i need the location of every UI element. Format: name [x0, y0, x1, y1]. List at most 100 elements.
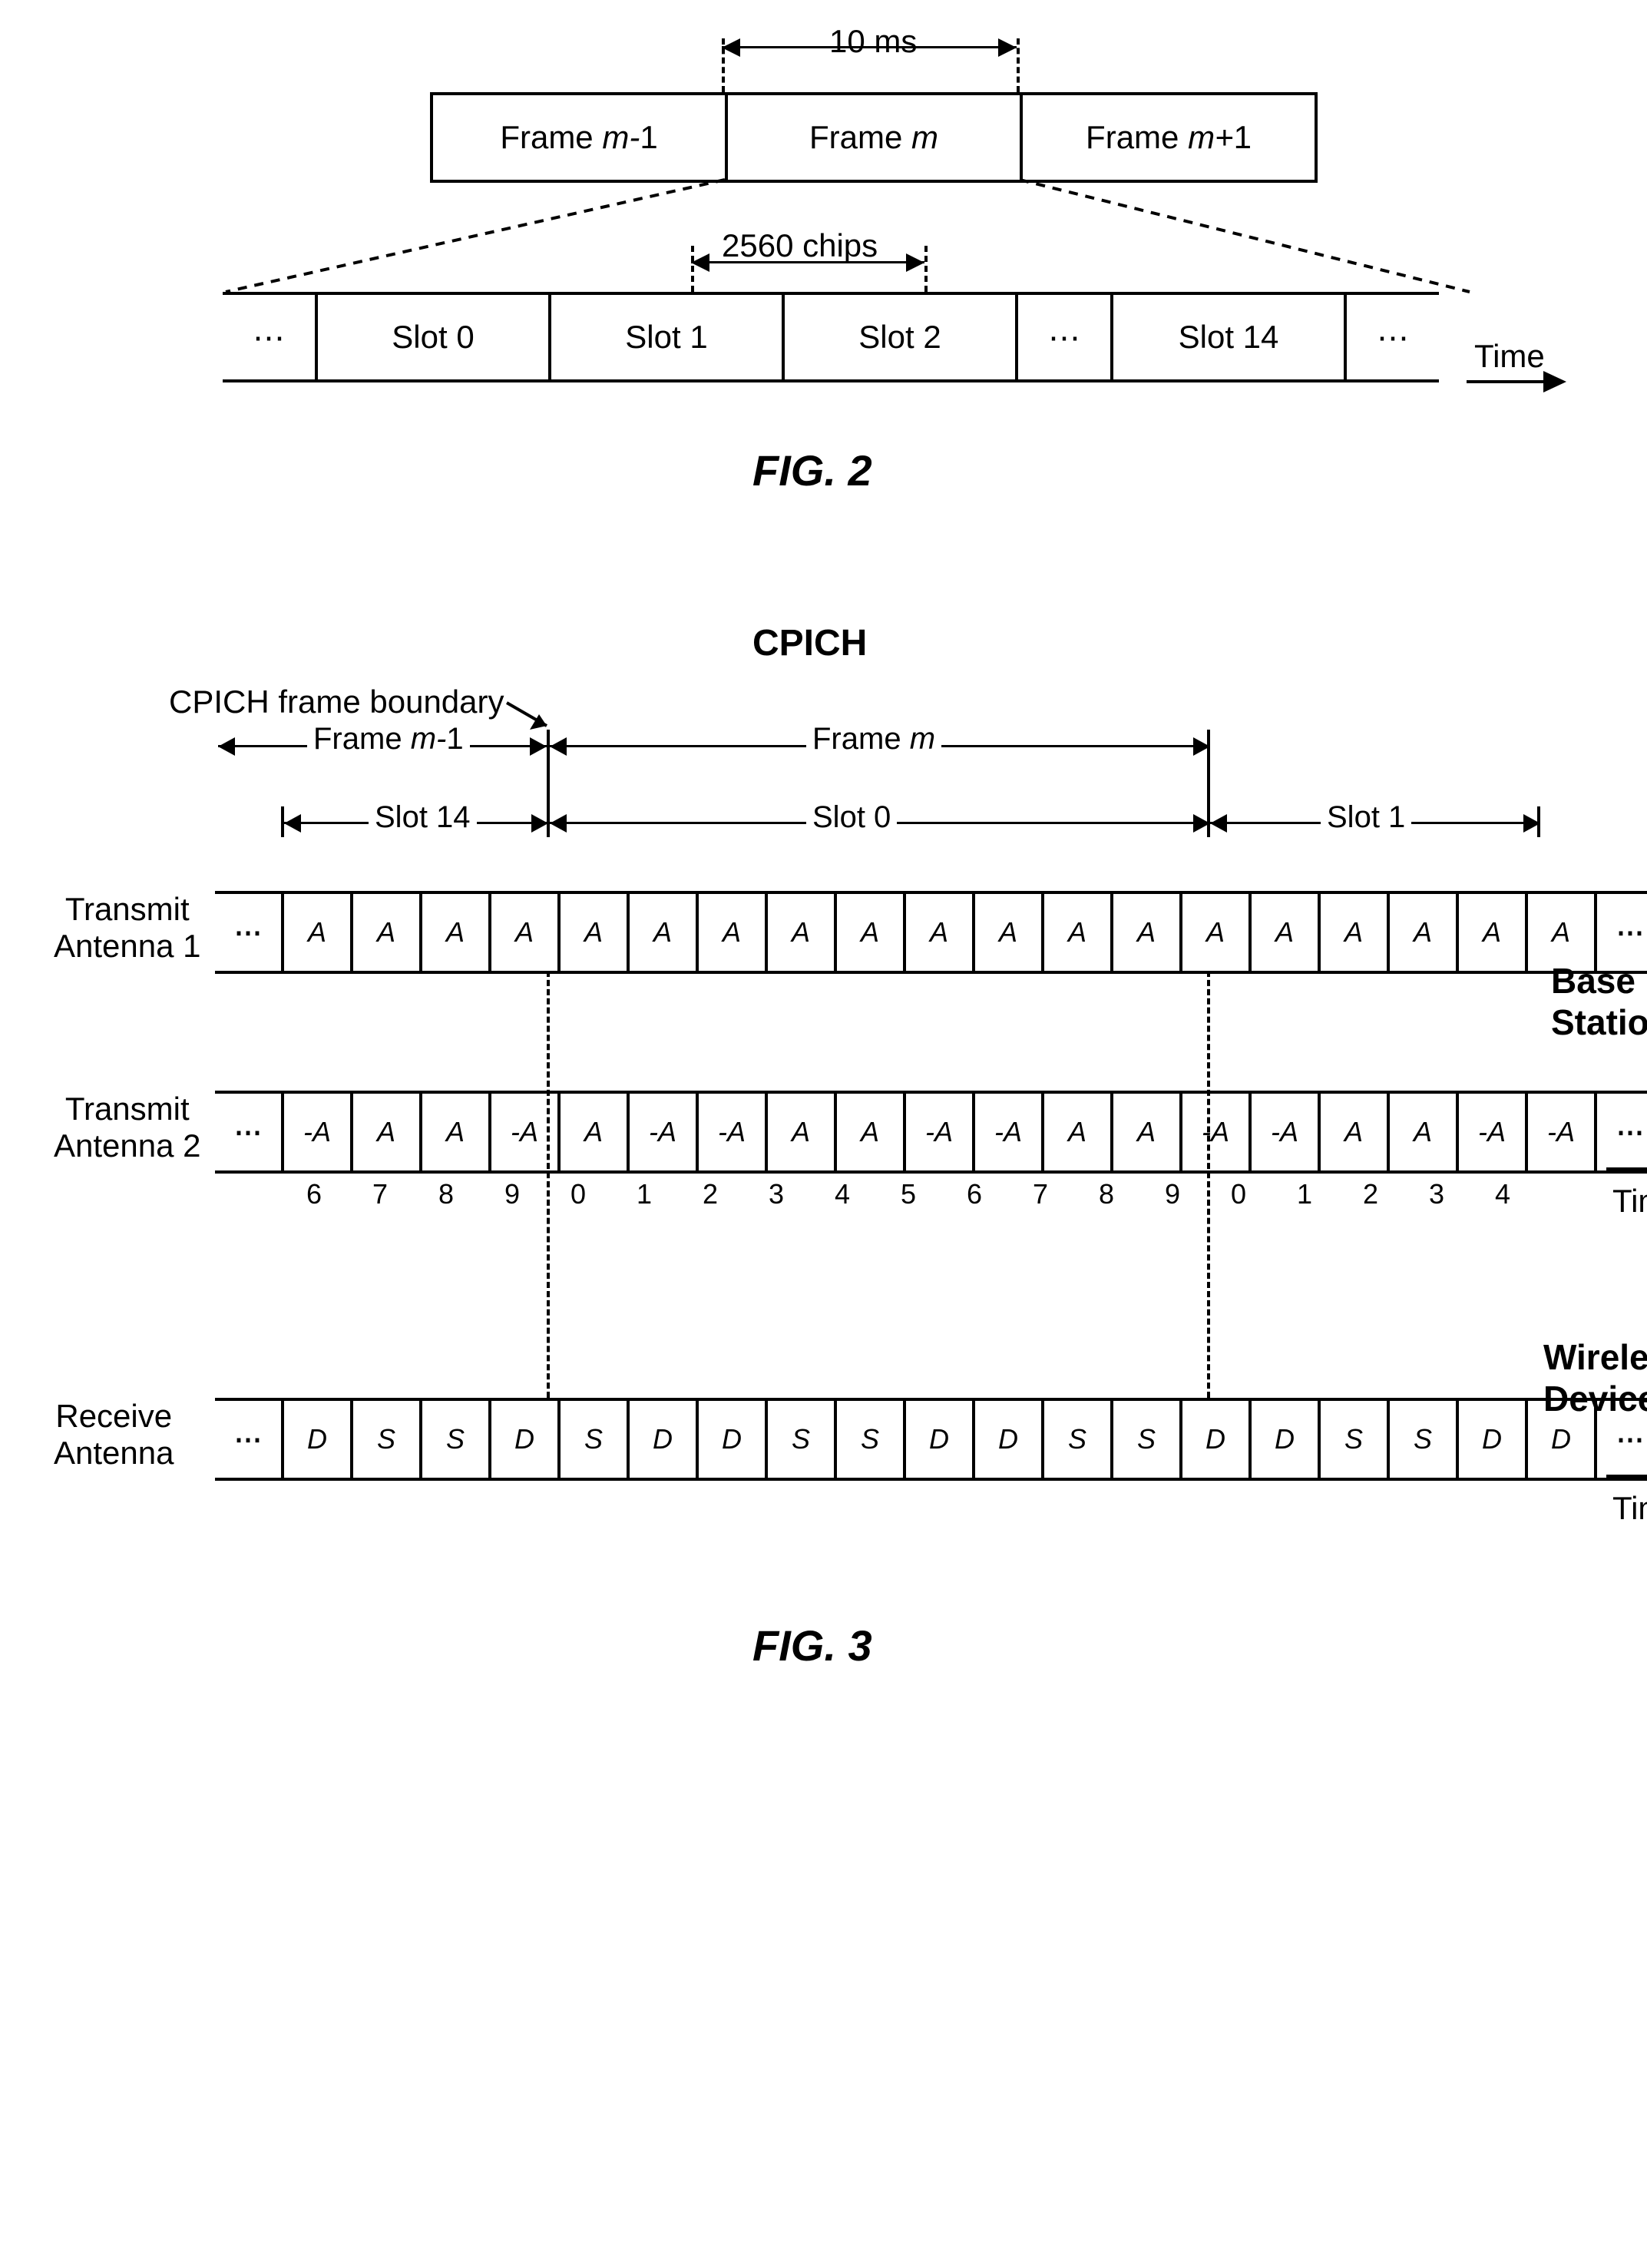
index-cell: 9: [1139, 1175, 1205, 1213]
index-cell: 9: [479, 1175, 545, 1213]
fig3-time-tx2-label: Time: [1612, 1183, 1647, 1220]
label-slot-14: Slot 14: [369, 800, 477, 835]
symbol-cell: D: [1252, 1401, 1321, 1478]
symbol-cell: A: [1321, 894, 1390, 971]
frame-cell-0: Frame m-1: [430, 95, 728, 180]
symbol-cell: A: [1390, 894, 1459, 971]
symbol-cell: A: [768, 894, 837, 971]
symbol-cell: A: [1528, 894, 1597, 971]
symbol-cell: A: [1252, 894, 1321, 971]
symbol-cell: A: [353, 1094, 422, 1170]
index-cell: 3: [743, 1175, 809, 1213]
symbol-cell: -A: [906, 1094, 975, 1170]
symbol-cell: S: [1390, 1401, 1459, 1478]
symbol-cell: -A: [699, 1094, 768, 1170]
index-cell: 7: [1007, 1175, 1073, 1213]
symbol-cell: A: [1044, 1094, 1113, 1170]
index-cell: 1: [1272, 1175, 1338, 1213]
symbol-cell: A: [422, 1094, 491, 1170]
symbol-cell: S: [1321, 1401, 1390, 1478]
frame-row: Frame m-1 Frame m Frame m+1: [430, 92, 1318, 183]
symbol-cell: D: [906, 1401, 975, 1478]
tick: [1537, 806, 1540, 837]
tick: [1207, 730, 1210, 837]
tick: [547, 730, 550, 837]
slot-cell-0: Slot 0: [318, 295, 551, 379]
symbol-cell: S: [1044, 1401, 1113, 1478]
symbol-cell: D: [975, 1401, 1044, 1478]
slot-dots-right: ⋯: [1347, 295, 1439, 379]
symbol-cell: -A: [630, 1094, 699, 1170]
dash-right-chips: [924, 246, 928, 292]
label-slot-0: Slot 0: [806, 800, 897, 835]
slot-dots-left: ⋯: [223, 295, 318, 379]
symbol-cell: ⋯: [215, 894, 284, 971]
fig2-time-label: Time: [1474, 338, 1545, 375]
symbol-cell: -A: [1252, 1094, 1321, 1170]
fig2-time-line: [1467, 380, 1543, 383]
symbol-cell: D: [284, 1401, 353, 1478]
index-cell: 7: [347, 1175, 413, 1213]
symbol-cell: -A: [491, 1094, 561, 1170]
slot-cell-14: Slot 14: [1113, 295, 1347, 379]
index-cell: 0: [1205, 1175, 1272, 1213]
symbol-cell: -A: [1182, 1094, 1252, 1170]
symbol-cell: S: [561, 1401, 630, 1478]
fig2-title: FIG. 2: [752, 445, 872, 495]
symbol-cell: ⋯: [215, 1094, 284, 1170]
symbol-cell: A: [837, 894, 906, 971]
index-cell: [1536, 1175, 1602, 1213]
rx-row: ⋯DSSDSDDSSDDSSDDSSDD⋯: [215, 1398, 1647, 1481]
index-cell: 3: [1404, 1175, 1470, 1213]
frame-cell-2: Frame m+1: [1023, 95, 1318, 180]
fig2-time-arrow: [1543, 371, 1566, 392]
index-cell: 4: [1470, 1175, 1536, 1213]
index-cell: 6: [941, 1175, 1007, 1213]
index-cell: 8: [1073, 1175, 1139, 1213]
frame-cell-1: Frame m: [728, 95, 1023, 180]
symbol-cell: A: [699, 894, 768, 971]
symbol-cell: S: [768, 1401, 837, 1478]
tx1-row: ⋯AAAAAAAAAAAAAAAAAAA⋯: [215, 891, 1647, 974]
symbol-cell: A: [1113, 1094, 1182, 1170]
cpich-label: CPICH: [752, 622, 867, 664]
symbol-cell: A: [768, 1094, 837, 1170]
symbol-cell: -A: [284, 1094, 353, 1170]
symbol-cell: -A: [1459, 1094, 1528, 1170]
symbol-cell: ⋯: [215, 1401, 284, 1478]
symbol-cell: A: [1321, 1094, 1390, 1170]
symbol-cell: A: [491, 894, 561, 971]
symbol-cell: D: [630, 1401, 699, 1478]
fig3-title: FIG. 3: [752, 1621, 872, 1670]
symbol-cell: D: [1459, 1401, 1528, 1478]
symbol-cell: A: [1044, 894, 1113, 971]
symbol-cell: S: [422, 1401, 491, 1478]
index-cell: 4: [809, 1175, 875, 1213]
base-station-label: Base Station: [1551, 960, 1647, 1043]
slot-row: ⋯ Slot 0 Slot 1 Slot 2 ⋯ Slot 14 ⋯: [223, 292, 1439, 382]
symbol-cell: A: [353, 894, 422, 971]
index-cell: [215, 1175, 281, 1213]
wireless-device-label: Wireless Device: [1543, 1336, 1647, 1419]
rx-label: Receive Antenna: [54, 1398, 174, 1472]
index-cell: 6: [281, 1175, 347, 1213]
label-frame-m: Frame m: [806, 722, 941, 757]
fig2-container: 10 ms Frame m-1 Frame m Frame m+1 2560 c…: [31, 31, 1616, 530]
tx2-row: ⋯-AAA-AA-A-AAA-A-AAA-A-AAA-A-A⋯: [215, 1091, 1647, 1174]
symbol-cell: A: [561, 894, 630, 971]
symbol-cell: A: [630, 894, 699, 971]
symbol-cell: -A: [975, 1094, 1044, 1170]
symbol-cell: -A: [1528, 1094, 1597, 1170]
figure-2: 10 ms Frame m-1 Frame m Frame m+1 2560 c…: [31, 31, 1616, 530]
figure-3: CPICH CPICH frame boundary Frame m-1 Fra…: [31, 622, 1616, 1928]
symbol-cell: S: [837, 1401, 906, 1478]
symbol-cell: A: [422, 894, 491, 971]
vdash-fb: [547, 971, 550, 1398]
tick: [281, 806, 284, 837]
symbol-cell: A: [561, 1094, 630, 1170]
tx2-label: Transmit Antenna 2: [54, 1091, 201, 1164]
label-frame-m-1: Frame m-1: [307, 722, 470, 757]
index-cell: 8: [413, 1175, 479, 1213]
slot-dots-mid: ⋯: [1018, 295, 1113, 379]
symbol-cell: A: [1113, 894, 1182, 971]
